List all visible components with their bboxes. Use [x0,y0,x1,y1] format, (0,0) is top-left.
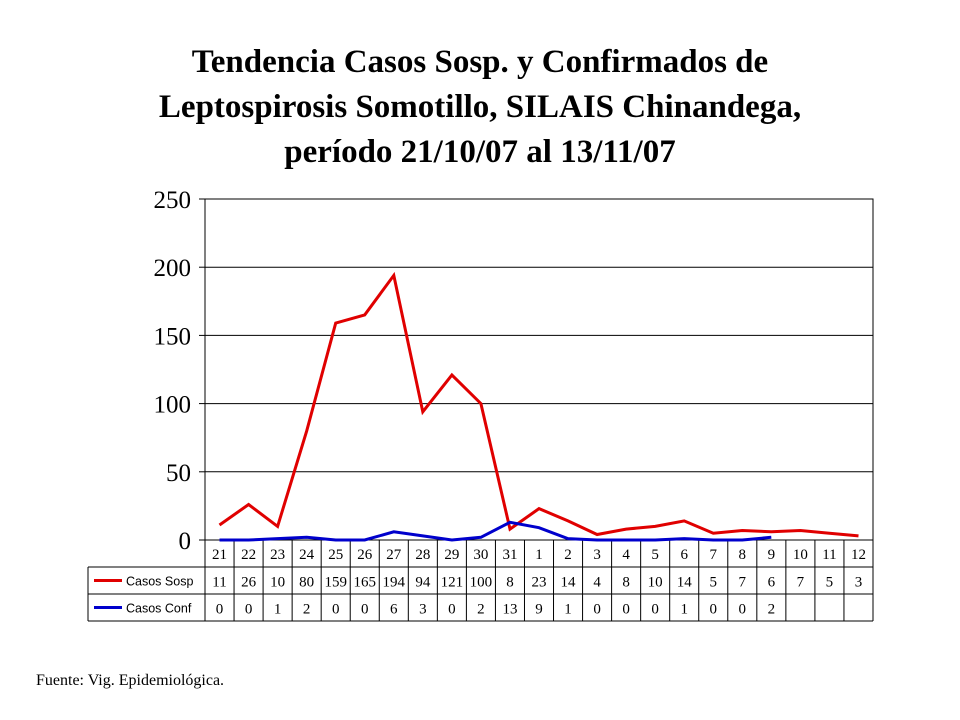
x-tick-label-8: 8 [739,547,747,563]
data-label-1-3: 2 [303,602,311,618]
data-label-1-1: 0 [245,602,253,618]
data-label-1-7: 3 [419,602,427,618]
title-line-3: período 21/10/07 al 13/11/07 [284,134,676,170]
data-label-1-2: 1 [274,602,282,618]
data-label-0-21: 5 [826,575,834,591]
data-label-0-0: 11 [212,575,226,591]
x-tick-label-4: 4 [622,547,630,563]
x-tick-label-6: 6 [680,547,688,563]
x-tick-label-23: 23 [270,547,285,563]
data-label-1-18: 0 [739,602,747,618]
y-tick-label-100: 100 [154,392,192,419]
chart-title: Tendencia Casos Sosp. y Confirmados de L… [40,40,920,175]
x-tick-label-27: 27 [386,547,402,563]
data-label-0-1: 26 [241,575,257,591]
x-tick-label-25: 25 [328,547,343,563]
data-label-1-0: 0 [216,602,224,618]
data-label-1-12: 1 [564,602,572,618]
data-label-1-5: 0 [361,602,369,618]
data-label-0-16: 14 [677,575,693,591]
data-label-1-13: 0 [593,602,601,618]
x-tick-label-31: 31 [502,547,517,563]
x-tick-label-1: 1 [535,547,543,563]
y-tick-label-200: 200 [154,255,192,282]
data-label-0-11: 23 [532,575,547,591]
data-label-0-9: 100 [470,575,493,591]
x-tick-label-3: 3 [593,547,601,563]
data-label-0-8: 121 [441,575,464,591]
series-line-1 [219,520,772,542]
data-label-0-3: 80 [299,575,314,591]
source-note: Fuente: Vig. Epidemiológica. [36,672,225,689]
y-tick-label-0: 0 [179,528,192,555]
data-label-1-16: 1 [680,602,688,618]
x-tick-label-28: 28 [415,547,430,563]
data-label-1-14: 0 [622,602,630,618]
data-label-1-11: 9 [535,602,543,618]
data-label-0-7: 94 [415,575,431,591]
x-tick-label-11: 11 [822,547,836,563]
x-tick-label-2: 2 [564,547,572,563]
x-tick-label-10: 10 [793,547,808,563]
x-tick-label-7: 7 [710,547,718,563]
x-tick-label-26: 26 [357,547,373,563]
data-label-1-19: 2 [768,602,776,618]
legend-label-1: Casos Conf [126,602,192,616]
title-line-1: Tendencia Casos Sosp. y Confirmados de [191,44,769,80]
data-label-0-4: 159 [324,575,347,591]
data-label-0-12: 14 [561,575,577,591]
data-label-0-22: 3 [855,575,863,591]
x-tick-label-12: 12 [851,547,866,563]
data-label-0-18: 7 [739,575,747,591]
data-label-0-17: 5 [710,575,718,591]
data-label-1-9: 2 [477,602,485,618]
series-line-0 [218,271,859,538]
x-tick-label-5: 5 [651,547,659,563]
y-tick-label-50: 50 [166,460,191,487]
title-line-2: Leptospirosis Somotillo, SILAIS Chinande… [158,89,802,125]
data-label-0-20: 7 [797,575,805,591]
data-label-0-19: 6 [768,575,776,591]
data-label-0-14: 8 [622,575,630,591]
data-label-0-13: 4 [593,575,601,591]
data-label-1-15: 0 [651,602,659,618]
y-tick-label-250: 250 [154,187,192,214]
y-tick-label-150: 150 [154,323,192,350]
legend-label-0: Casos Sosp [126,575,193,589]
x-tick-label-30: 30 [473,547,488,563]
data-label-1-8: 0 [448,602,456,618]
x-tick-label-24: 24 [299,547,315,563]
data-label-1-4: 0 [332,602,340,618]
data-label-1-17: 0 [710,602,718,618]
data-label-1-10: 13 [502,602,517,618]
data-label-0-10: 8 [506,575,514,591]
data-label-1-6: 6 [390,602,398,618]
x-tick-label-21: 21 [212,547,227,563]
x-tick-label-22: 22 [241,547,256,563]
data-label-0-5: 165 [353,575,376,591]
x-tick-label-29: 29 [444,547,459,563]
data-label-0-2: 10 [270,575,285,591]
data-label-0-6: 194 [383,575,406,591]
x-tick-label-9: 9 [768,547,776,563]
plot-area [204,198,874,541]
data-label-0-15: 10 [648,575,663,591]
